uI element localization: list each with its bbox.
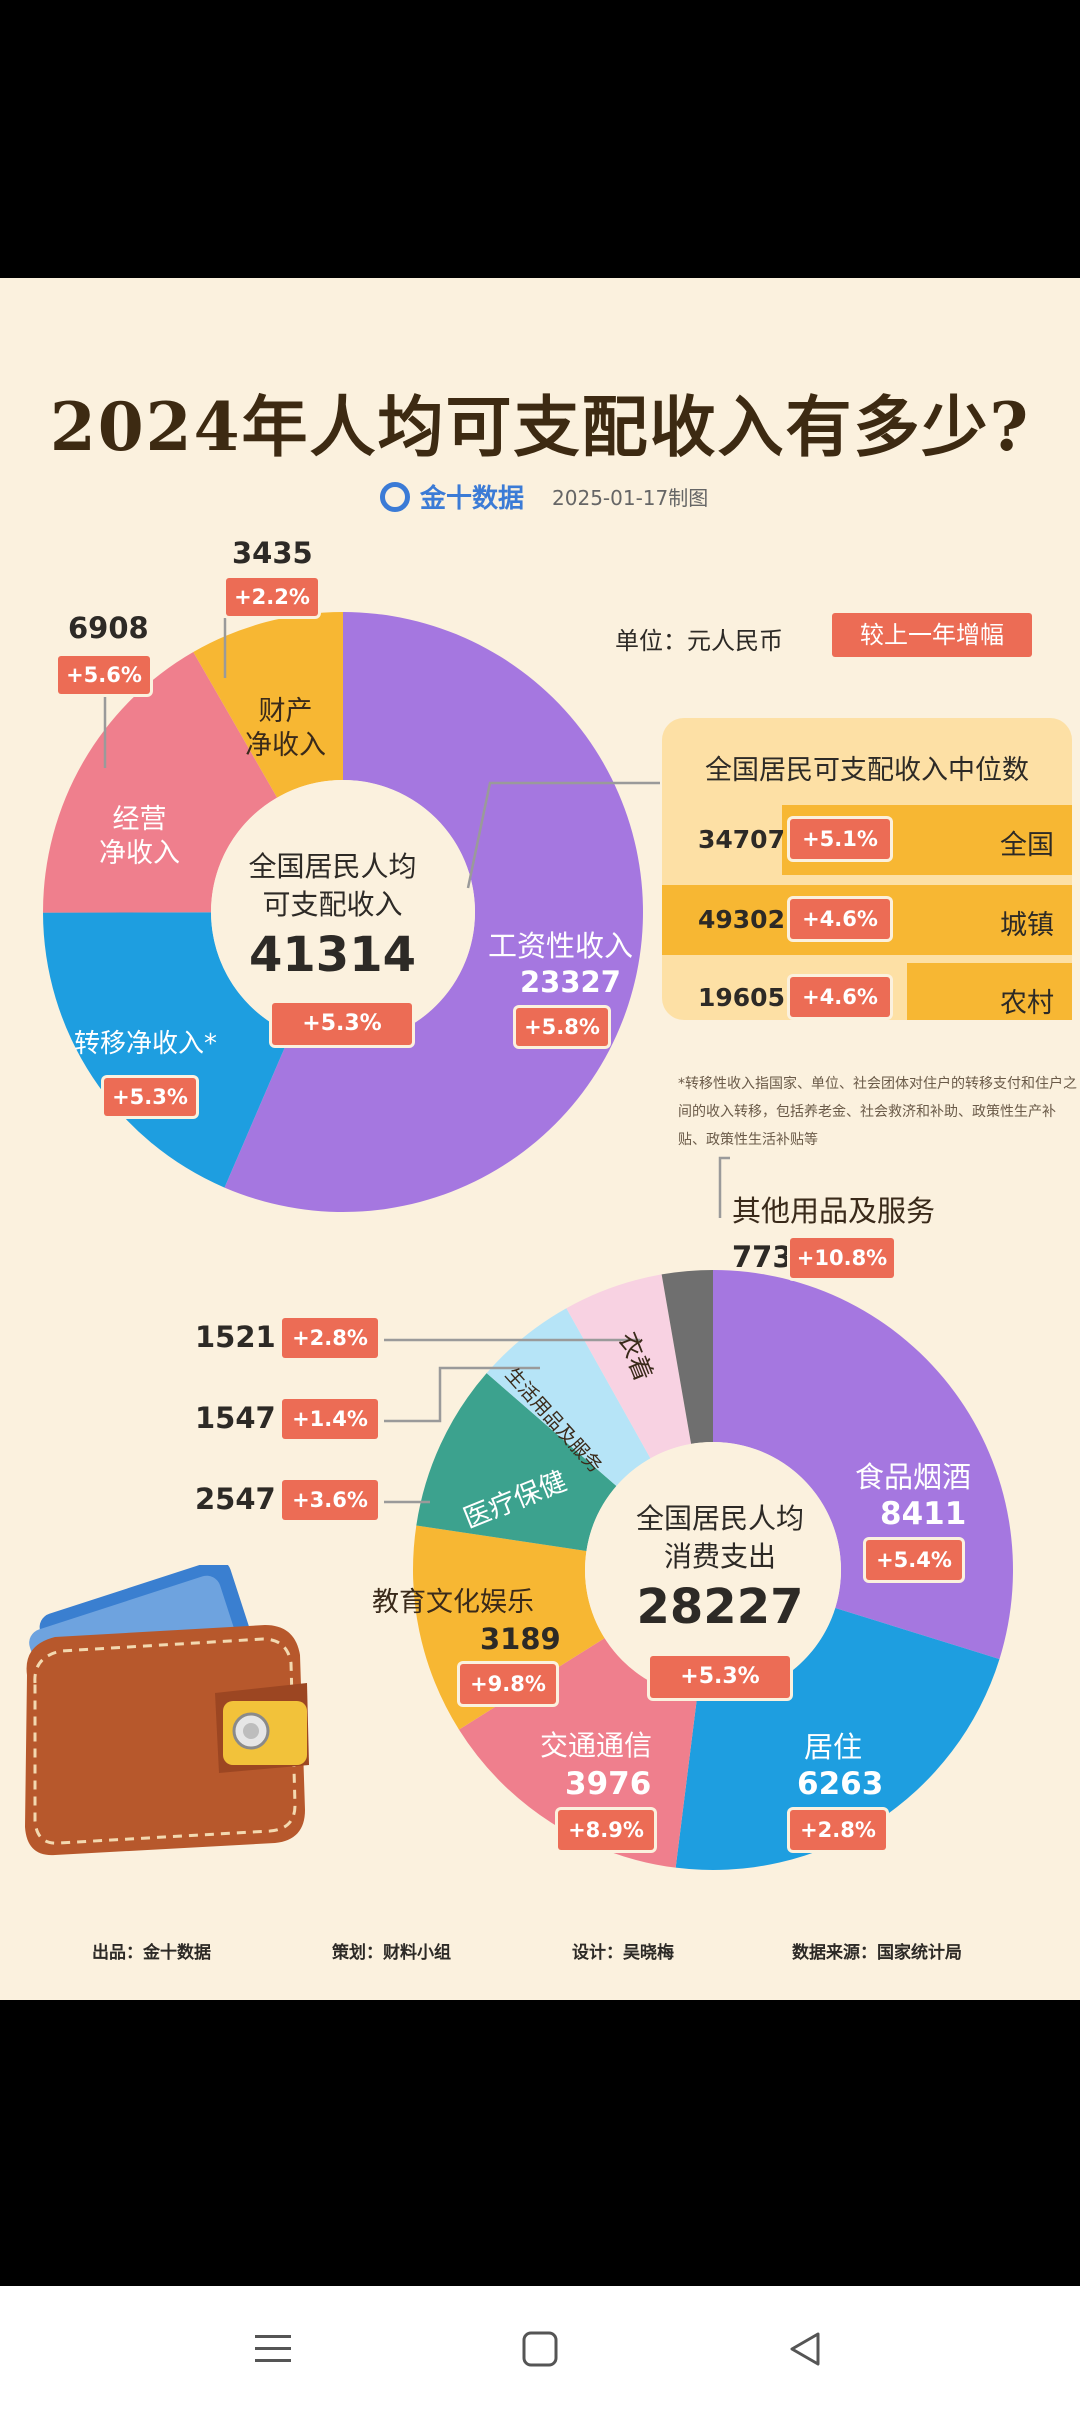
footer-designer: 设计：吴晓梅 [572, 1943, 674, 1963]
footer-planner: 策划：财料小组 [332, 1943, 451, 1963]
median-name: 农村 [1000, 988, 1054, 1019]
chart-date: 2025-01-17制图 [552, 486, 709, 510]
footer-source: 数据来源：国家统计局 [792, 1943, 962, 1963]
slice-growth-education: +9.8% [460, 1664, 556, 1704]
income-center: 全国居民人均 可支配收入 41314 [225, 848, 440, 986]
page-title: 2024年人均可支配收入有多少? [49, 388, 1031, 466]
slice-growth-business: +5.6% [58, 656, 150, 694]
growth-legend: 较上一年增幅 [832, 613, 1032, 657]
slice-growth-property: +2.2% [226, 578, 318, 616]
slice-growth-other: +10.8% [790, 1238, 894, 1278]
median-value: 19605 [698, 983, 785, 1012]
slice-label-education: 教育文化娱乐 [372, 1587, 534, 1618]
slice-growth-food: +5.4% [866, 1540, 962, 1580]
median-growth: +5.1% [790, 819, 890, 859]
median-row-urban: 49302 +4.6% 城镇 [662, 885, 1072, 955]
slice-transfer [43, 912, 291, 1188]
home-icon [522, 2331, 558, 2367]
median-income-panel: 全国居民可支配收入中位数 34707 +5.1% 全国 49302 +4.6% … [662, 718, 1072, 1020]
menu-button[interactable] [248, 2324, 298, 2374]
slice-label-food: 食品烟酒 [855, 1460, 972, 1494]
home-button[interactable] [515, 2324, 565, 2374]
spend-total-growth: +5.3% [650, 1656, 790, 1698]
income-total-growth: +5.3% [272, 1003, 412, 1045]
brand: 金十数据 2025-01-17制图 [380, 478, 708, 515]
slice-label-wage: 工资性收入 [488, 929, 634, 963]
slice-label-transport: 交通通信 [540, 1729, 653, 1762]
slice-wage [224, 612, 643, 1212]
slice-value-food: 8411 [880, 1496, 967, 1532]
slice-value-wage: 23327 [520, 965, 621, 999]
median-row-national: 34707 +5.1% 全国 [662, 805, 1072, 875]
income-center-line2: 可支配收入 [262, 888, 403, 921]
slice-value-medical: 2547 [195, 1482, 276, 1516]
spend-total: 28227 [636, 1579, 804, 1635]
slice-medical [416, 1373, 617, 1552]
median-row-rural: 19605 +4.6% 农村 [662, 963, 1072, 1033]
footnote: *转移性收入指国家、单位、社会团体对住户的转移支付和住户之间的收入转移，包括养老… [678, 1076, 1077, 1148]
slice-daily [486, 1308, 651, 1487]
donut-hole [585, 1442, 841, 1698]
spend-center: 全国居民人均 消费支出 28227 [600, 1500, 840, 1638]
slice-label-other: 其他用品及服务 [732, 1194, 936, 1228]
footer-producer: 出品：金十数据 [92, 1943, 211, 1963]
slice-growth-medical: +3.6% [282, 1480, 378, 1520]
brand-logo-icon [380, 481, 410, 512]
slice-label-housing: 居住 [804, 1730, 863, 1764]
slice-label-property: 财产 净收入 [245, 696, 326, 761]
slice-growth-transport: +8.9% [558, 1810, 654, 1850]
donut-hole [211, 780, 475, 1044]
back-icon [790, 2332, 820, 2366]
slice-housing [675, 1608, 1000, 1870]
slice-property [193, 612, 343, 798]
slice-value-clothing: 1521 [195, 1320, 276, 1354]
slice-value-transport: 3976 [565, 1766, 652, 1802]
median-title: 全国居民可支配收入中位数 [705, 755, 1029, 786]
leader-daily [384, 1366, 540, 1423]
unit-label: 单位：元人民币 [615, 627, 783, 655]
slice-label-transfer: 转移净收入* [74, 1029, 218, 1059]
slice-label-business: 经营 净收入 [99, 804, 180, 869]
slice-growth-daily: +1.4% [282, 1399, 378, 1439]
slice-clothing [566, 1274, 692, 1459]
slice-value-housing: 6263 [797, 1766, 884, 1802]
median-growth: +4.6% [790, 977, 890, 1017]
brand-name: 金十数据 [420, 484, 525, 514]
income-center-line1: 全国居民人均 [248, 850, 417, 883]
leader-other [718, 1156, 730, 1218]
median-value: 49302 [698, 905, 785, 934]
spend-center-line1: 全国居民人均 [635, 1502, 804, 1535]
slice-value-business: 6908 [68, 611, 149, 645]
slice-value-education: 3189 [480, 1622, 561, 1656]
median-bar [907, 963, 1072, 1020]
median-value: 34707 [698, 825, 785, 854]
menu-icon [255, 2335, 291, 2362]
slice-value-other: 773 [732, 1240, 793, 1274]
median-name: 城镇 [1000, 910, 1054, 941]
slice-growth-wage: +5.8% [516, 1008, 608, 1046]
slice-growth-transfer: +5.3% [104, 1078, 196, 1116]
infographic-poster: 2024年人均可支配收入有多少? 金十数据 2025-01-17制图 3435 … [0, 278, 1080, 2000]
income-total: 41314 [249, 927, 416, 983]
median-growth: +4.6% [790, 899, 890, 939]
slice-value-property: 3435 [232, 536, 313, 570]
slice-value-daily: 1547 [195, 1401, 276, 1435]
wallet-icon [25, 1565, 309, 1856]
slice-growth-clothing: +2.8% [282, 1318, 378, 1358]
slice-other [661, 1270, 713, 1444]
median-name: 全国 [1000, 830, 1054, 861]
slice-growth-housing: +2.8% [790, 1810, 886, 1850]
leader-wage [466, 781, 660, 889]
back-button[interactable] [780, 2324, 830, 2374]
spend-center-line2: 消费支出 [663, 1540, 776, 1573]
slice-business [43, 652, 278, 913]
system-navigation-bar [0, 2286, 1080, 2412]
